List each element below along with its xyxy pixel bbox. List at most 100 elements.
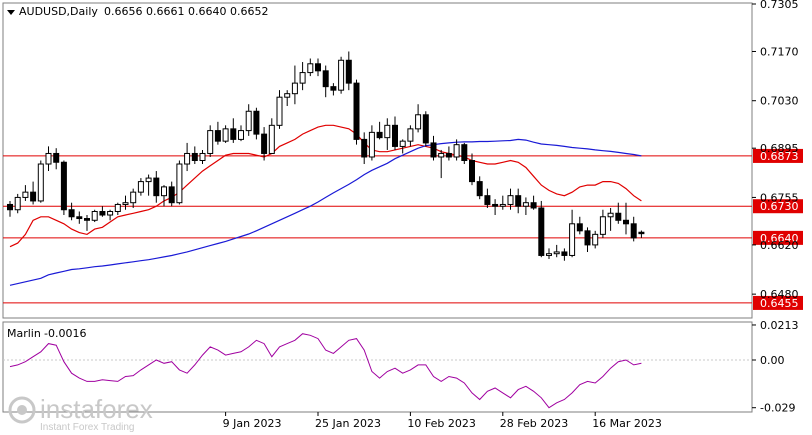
- price-tick-label: 0.6895: [760, 142, 799, 155]
- candle: [168, 181, 175, 207]
- candle-body: [60, 161, 67, 211]
- candle-body: [268, 124, 275, 154]
- candle-body: [153, 177, 160, 197]
- candle: [145, 174, 152, 196]
- candle: [615, 202, 622, 224]
- candle: [37, 160, 44, 203]
- marlin-tick-label: -0.029: [760, 402, 795, 415]
- level-price-tag: [753, 199, 803, 214]
- candle: [361, 132, 368, 165]
- candle: [76, 211, 83, 224]
- candle: [553, 244, 560, 258]
- dropdown-triangle-icon[interactable]: [7, 10, 15, 15]
- candle-body: [522, 202, 529, 207]
- price-tick-label: 0.6755: [760, 191, 799, 204]
- candle-body: [84, 218, 90, 221]
- candle-body: [499, 203, 506, 207]
- candle-body: [399, 140, 406, 147]
- candle-body: [137, 181, 144, 193]
- watermark-brand: instaforex: [40, 394, 153, 424]
- candle-body: [422, 114, 429, 144]
- candle-body: [576, 223, 583, 232]
- candle: [399, 139, 406, 154]
- candle: [238, 125, 244, 142]
- candle: [499, 195, 506, 210]
- candle-body: [384, 124, 391, 139]
- marlin-name: Marlin: [7, 327, 41, 340]
- candles: [7, 51, 645, 261]
- symbol-label: AUDUSD,Daily: [19, 5, 98, 18]
- instaforex-watermark: instaforex Instant Forex Trading: [8, 394, 153, 433]
- price-axis: 0.7305 0.7170 0.7030 0.6895 0.6755 0.6620 0.64…: [752, 0, 799, 301]
- candle: [522, 197, 529, 216]
- time-tick-label: 10 Feb 2023: [407, 417, 475, 430]
- candle-body: [415, 114, 422, 130]
- chart-header: AUDUSD,Daily 0.6656 0.6661 0.6640 0.6652: [7, 5, 268, 18]
- candle-body: [507, 195, 514, 205]
- candle-body: [130, 191, 137, 204]
- candle-body: [199, 152, 206, 162]
- candle-body: [584, 230, 591, 246]
- price-tick-label: 0.6620: [760, 239, 799, 252]
- marlin-header: Marlin -0.0016: [7, 327, 86, 340]
- horizontal-levels: 0.6873 0.6730 0.6640 0.6455: [3, 148, 803, 310]
- candle-body: [538, 207, 545, 256]
- candle-body: [22, 191, 29, 198]
- candle: [7, 200, 13, 217]
- candle-body: [338, 59, 345, 91]
- candle-body: [353, 82, 360, 140]
- candle: [84, 215, 90, 231]
- candle-body: [345, 59, 352, 84]
- time-axis: 9 Jan 2023 25 Jan 2023 10 Feb 2023 28 Feb 2…: [223, 412, 662, 430]
- candle: [584, 227, 591, 252]
- candle-body: [630, 223, 637, 239]
- level-price-label: 0.6640: [760, 232, 799, 245]
- candle: [153, 171, 160, 203]
- candle: [330, 83, 337, 96]
- candle: [638, 230, 645, 238]
- candle: [14, 193, 21, 214]
- candle-body: [430, 142, 437, 158]
- candle-body: [99, 210, 106, 216]
- candle: [422, 111, 429, 147]
- candle: [230, 118, 237, 143]
- candle-body: [599, 216, 606, 235]
- candle-body: [392, 124, 398, 147]
- candle-body: [7, 203, 13, 211]
- price-tick-label: 0.7170: [760, 45, 799, 58]
- candle: [415, 104, 422, 133]
- time-tick-label: 28 Feb 2023: [500, 417, 568, 430]
- candle-body: [615, 212, 622, 221]
- level-price-tag: [753, 148, 803, 163]
- candle: [99, 206, 106, 217]
- candle-body: [330, 86, 337, 91]
- candle: [268, 118, 275, 154]
- candle: [107, 209, 114, 221]
- candle: [469, 153, 475, 186]
- level-price-label: 0.6455: [760, 297, 799, 310]
- candle: [60, 160, 67, 216]
- candle: [253, 107, 260, 140]
- candle: [515, 188, 522, 214]
- candle: [599, 209, 606, 238]
- time-tick-label: 9 Jan 2023: [223, 417, 282, 430]
- candle-body: [207, 130, 214, 154]
- candle: [191, 146, 198, 165]
- marlin-indicator: [3, 333, 752, 409]
- moving-averages: [9, 124, 642, 286]
- candle-body: [30, 191, 37, 202]
- candle: [91, 209, 98, 223]
- candle: [307, 58, 314, 77]
- candle-body: [407, 128, 414, 142]
- marlin-panel: [2, 321, 753, 413]
- candle: [445, 146, 452, 161]
- candle: [161, 185, 167, 207]
- candle: [592, 230, 599, 249]
- candle-body: [638, 231, 645, 235]
- candle-body: [492, 203, 499, 207]
- candle-body: [76, 216, 83, 220]
- candle-body: [515, 195, 522, 207]
- candle-body: [623, 219, 629, 225]
- time-tick-label: 16 Mar 2023: [592, 417, 662, 430]
